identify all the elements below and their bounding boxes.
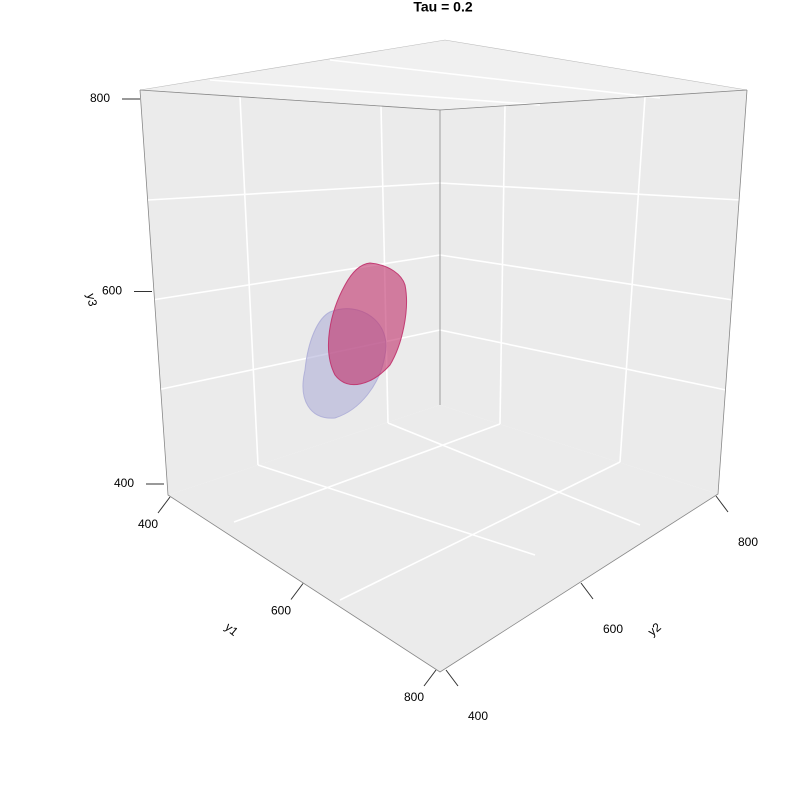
chart-title: Tau = 0.2 xyxy=(413,0,472,15)
floor xyxy=(168,405,718,672)
surface-1 xyxy=(328,262,408,385)
tick-mark xyxy=(580,582,594,600)
y-tick-label: 800 xyxy=(738,535,758,549)
x-tick-label: 600 xyxy=(271,604,291,618)
tick-mark xyxy=(157,496,171,514)
box-edges xyxy=(139,89,748,673)
y-tick-label: 400 xyxy=(468,709,488,723)
z-tick-label: 400 xyxy=(114,476,134,490)
x-tick-label: 800 xyxy=(404,690,424,704)
tick-mark xyxy=(715,495,729,513)
tick-mark xyxy=(423,669,437,687)
tick-mark xyxy=(290,583,304,600)
x-axis-label: y1 xyxy=(222,620,241,639)
x-tick-label: 400 xyxy=(138,517,158,531)
y-axis-label: y2 xyxy=(645,620,664,639)
z-tick-label: 800 xyxy=(90,91,110,105)
z-tick-label: 600 xyxy=(102,284,122,298)
surfaces xyxy=(302,262,408,419)
panel xyxy=(139,39,748,673)
tick-mark xyxy=(445,669,459,687)
z-axis-label: y3 xyxy=(84,292,100,307)
right-wall xyxy=(440,90,747,494)
y-tick-label: 600 xyxy=(603,622,623,636)
